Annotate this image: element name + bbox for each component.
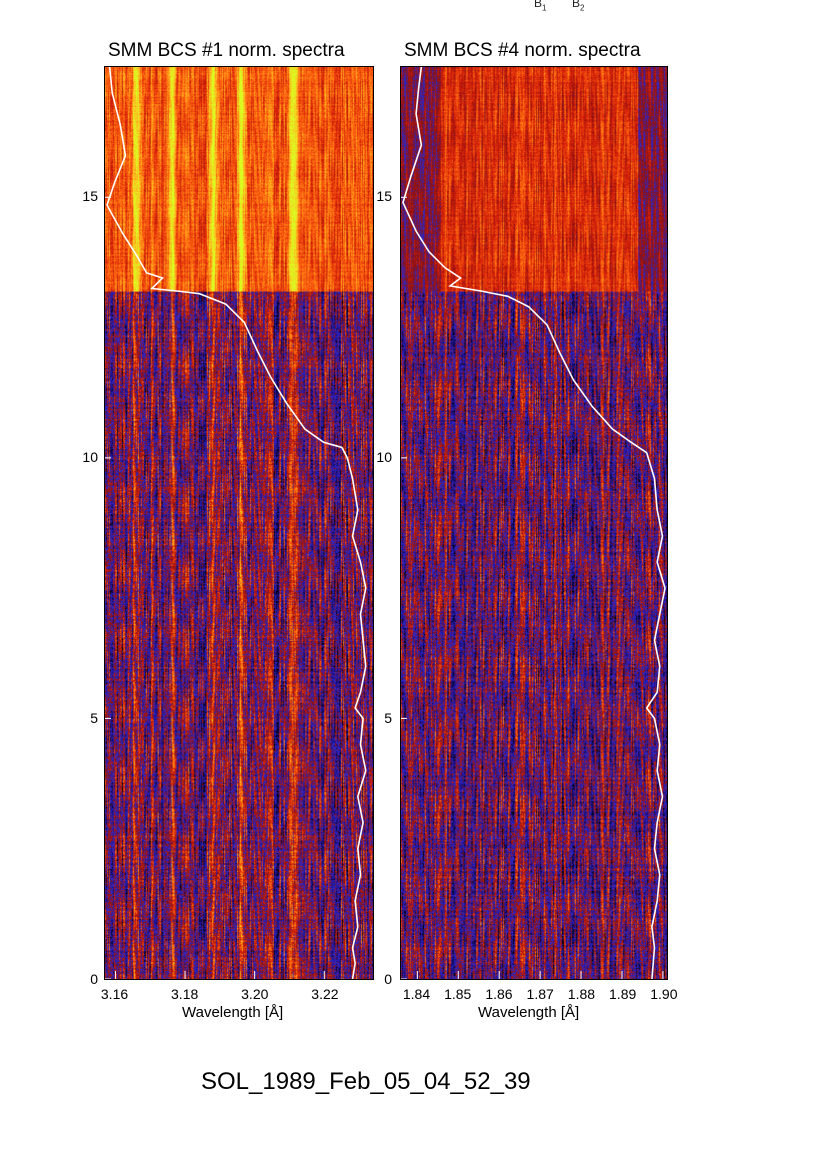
- panel-title: SMM BCS #4 norm. spectra: [404, 40, 641, 61]
- spectra-heatmap: [400, 66, 668, 980]
- y-tick-label: 0: [384, 971, 392, 987]
- panel-title: SMM BCS #1 norm. spectra: [108, 40, 345, 61]
- x-tick-label: 1.88: [567, 986, 596, 1002]
- b2-label: B2: [572, 0, 585, 13]
- heatmap-canvas: [105, 67, 373, 979]
- lightcurve-line: [106, 67, 367, 979]
- y-tick-label: 0: [90, 971, 98, 987]
- x-tick-label: 1.87: [526, 986, 554, 1002]
- y-tick-label: 15: [376, 187, 392, 204]
- x-tick-label: 1.90: [650, 986, 678, 1002]
- b1-label: B1: [534, 0, 547, 13]
- y-tick-label: 15: [82, 187, 98, 204]
- y-tick-label: 5: [384, 709, 392, 726]
- x-tick-label: 3.16: [100, 986, 129, 1002]
- x-tick-label: 3.20: [241, 986, 269, 1002]
- y-tick-label: 5: [90, 709, 98, 726]
- y-tick-label: 10: [82, 448, 98, 465]
- y-tick-label: 10: [376, 448, 392, 465]
- x-tick-label: 1.86: [485, 986, 513, 1002]
- lightcurve-line: [402, 67, 666, 979]
- x-axis-label: Wavelength [Å]: [478, 1004, 580, 1021]
- x-tick-label: 3.18: [171, 986, 199, 1002]
- x-axis-label: Wavelength [Å]: [182, 1004, 284, 1021]
- heatmap-canvas: [401, 67, 667, 979]
- spectra-heatmap: [104, 66, 374, 980]
- x-tick-label: 3.22: [311, 986, 339, 1002]
- x-tick-label: 1.89: [609, 986, 637, 1002]
- x-tick-label: 1.85: [444, 986, 472, 1002]
- lightcurve-overlay: [401, 67, 666, 979]
- event-id-caption: SOL_1989_Feb_05_04_52_39: [201, 1068, 531, 1095]
- x-tick-label: 1.84: [402, 986, 431, 1002]
- lightcurve-overlay: [105, 67, 367, 979]
